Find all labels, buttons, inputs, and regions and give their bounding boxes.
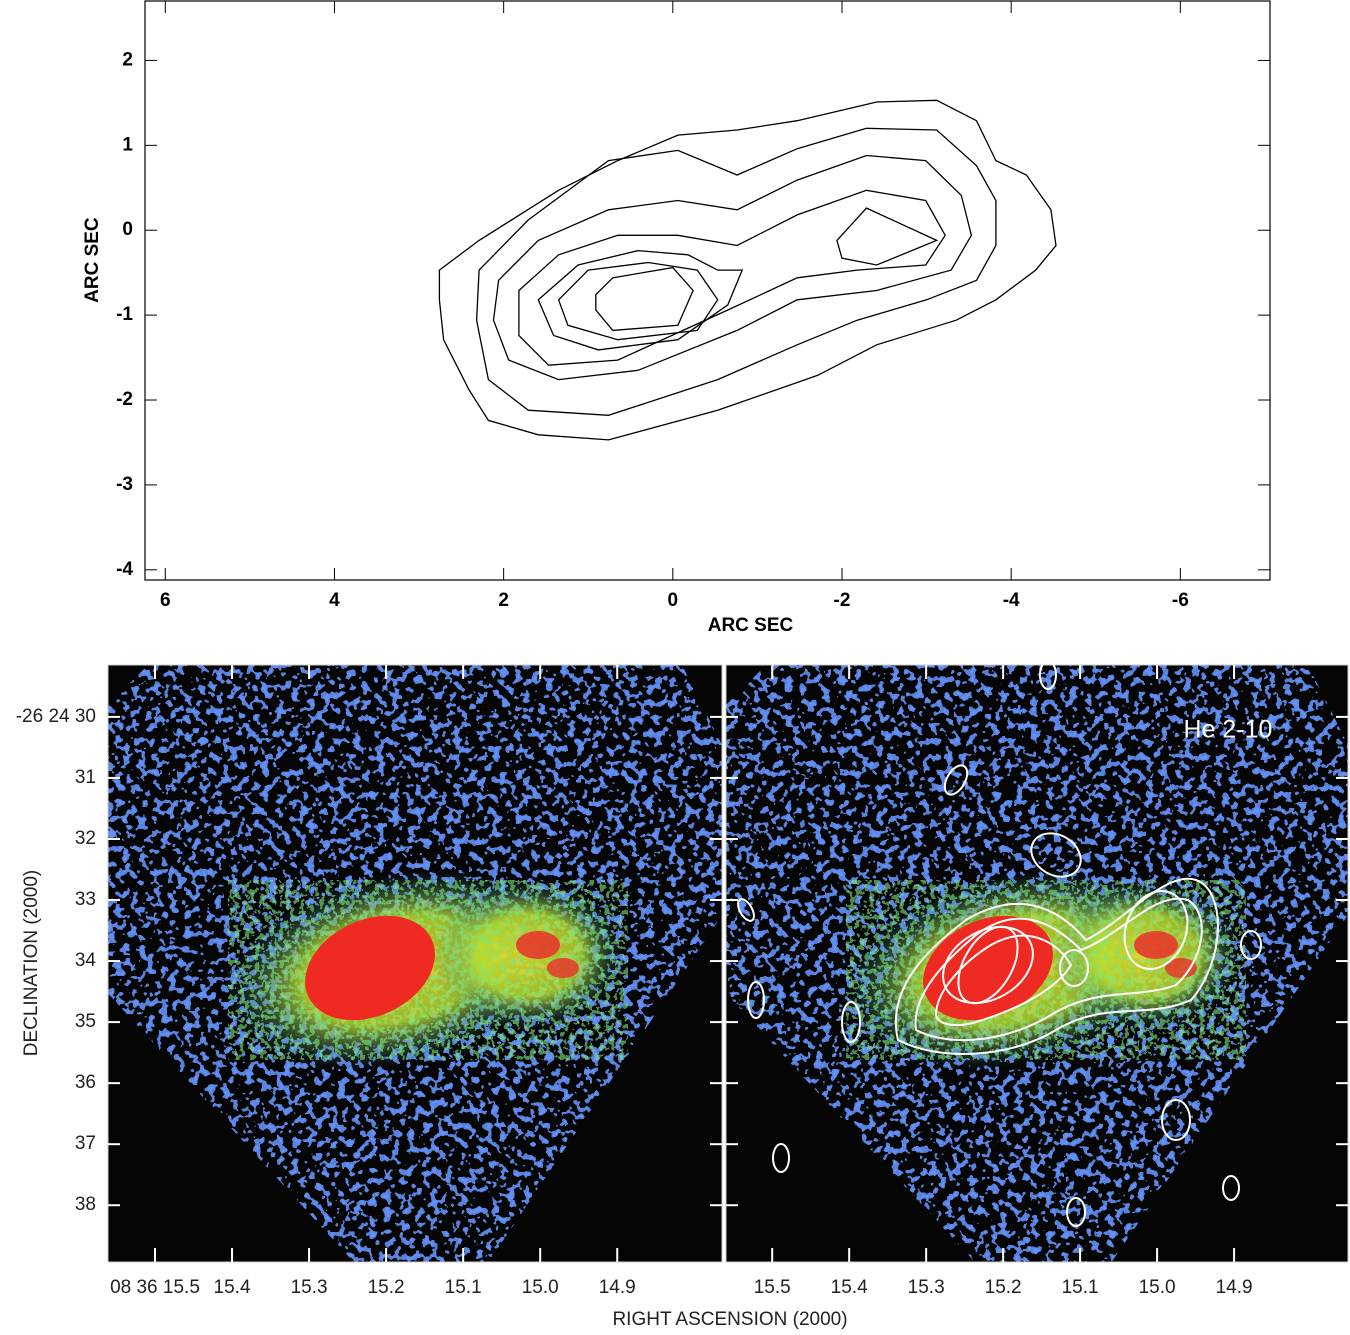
y-tick-label: 37: [75, 1133, 96, 1154]
x-tick-label: 15.1: [445, 1277, 482, 1298]
overlay-contour: [1066, 1197, 1086, 1227]
contour-line: [557, 261, 719, 341]
panel-frame: [725, 664, 1349, 1263]
y-tick-label: 2: [122, 49, 133, 70]
contour-line: [438, 99, 1057, 441]
overlay-contour: [942, 926, 1034, 1004]
contour-line: [518, 189, 946, 366]
x-tick-label: 4: [329, 590, 340, 611]
y-tick-label: 1: [122, 134, 133, 155]
x-tick-label: 15.4: [214, 1277, 251, 1298]
y-tick-label: 31: [75, 767, 96, 788]
emission-core: [1134, 931, 1178, 959]
x-tick-label: 6: [160, 590, 171, 611]
y-tick-label: -1: [116, 304, 133, 325]
x-tick-label: 14.9: [1216, 1277, 1253, 1298]
contour-line: [475, 127, 997, 416]
overlay-contour: [914, 897, 1203, 1042]
overlay-contour: [1123, 890, 1189, 970]
x-tick-label: 15.3: [291, 1277, 328, 1298]
x-tick-label: 15.2: [985, 1277, 1022, 1298]
emission-core: [305, 915, 435, 1021]
y-tick-label: -3: [116, 474, 133, 495]
x-tick-label: -6: [1172, 590, 1189, 611]
x-tick-label: 15.2: [368, 1277, 405, 1298]
panel: 15.5 15.4 15.3 15.2 15.1 15.0 14.9 He 2-10: [725, 660, 1349, 1298]
y-tick-label: -2: [116, 389, 133, 410]
x-tick-label: 15.0: [1139, 1277, 1176, 1298]
y-tick-label: 38: [75, 1194, 96, 1215]
x-tick-label: -2: [834, 590, 851, 611]
x-axis-label: RIGHT ASCENSION (2000): [612, 1309, 847, 1330]
emission-core: [923, 915, 1053, 1021]
overlay-contour: [1161, 1099, 1191, 1141]
emission-core: [1165, 958, 1197, 978]
contour-line: [595, 266, 694, 332]
overlay-contour: [747, 981, 765, 1019]
panel: 6 4 2 0 -2 -4 -6 2 1 0 -1 -2 -3 -4 ARC SEC ARC SEC: [82, 0, 1271, 636]
x-tick-label: 15.3: [908, 1277, 945, 1298]
plot-frame: [144, 0, 1271, 581]
x-tick-label: 15.4: [831, 1277, 868, 1298]
y-tick-label: 32: [75, 828, 96, 849]
overlay-contour: [1240, 930, 1262, 960]
x-tick-label: 15.1: [1062, 1277, 1099, 1298]
overlay-contour: [1030, 832, 1082, 878]
contour-line: [492, 154, 973, 381]
y-tick-label: 34: [75, 950, 97, 971]
y-tick-label: 36: [75, 1072, 96, 1093]
contour-line: [836, 207, 939, 266]
emission-core: [516, 931, 560, 959]
y-tick-label: 35: [75, 1011, 96, 1032]
overlay-contour: [934, 934, 1073, 1027]
x-tick-label: 15.0: [522, 1277, 559, 1298]
y-axis-label: ARC SEC: [82, 217, 103, 303]
emission-core: [547, 958, 579, 978]
panel-frame: [107, 664, 723, 1263]
x-tick-label: 15.5: [754, 1277, 791, 1298]
overlay-contour: [772, 1143, 790, 1173]
x-tick-label: 0: [668, 590, 679, 611]
x-tick-label: -4: [1003, 590, 1020, 611]
annotation: He 2-10: [1184, 716, 1273, 744]
x-tick-label: 14.9: [599, 1277, 636, 1298]
x-tick-label: 08 36 15.5: [110, 1277, 200, 1298]
y-tick-label: 33: [75, 889, 96, 910]
y-tick-label: 0: [122, 219, 133, 240]
y-tick-label: -4: [116, 559, 133, 580]
x-axis-label: ARC SEC: [708, 615, 794, 636]
overlay-contour: [737, 898, 755, 922]
overlay-contour: [894, 877, 1219, 1055]
x-tick-label: 2: [498, 590, 509, 611]
overlay-contour: [1222, 1175, 1240, 1201]
overlay-contour: [841, 1001, 861, 1043]
overlay-contour: [943, 764, 969, 796]
panel: 08 36 15.5 15.4 15.3 15.2 15.1 15.0 14.9 -26 24…: [16, 664, 848, 1330]
overlay-contour: [1039, 660, 1057, 690]
overlay-contour: [1059, 949, 1089, 987]
y-axis-label: DECLINATION (2000): [21, 870, 42, 1057]
contour-line: [537, 249, 744, 351]
y-tick-label: -26 24 30: [16, 706, 96, 727]
